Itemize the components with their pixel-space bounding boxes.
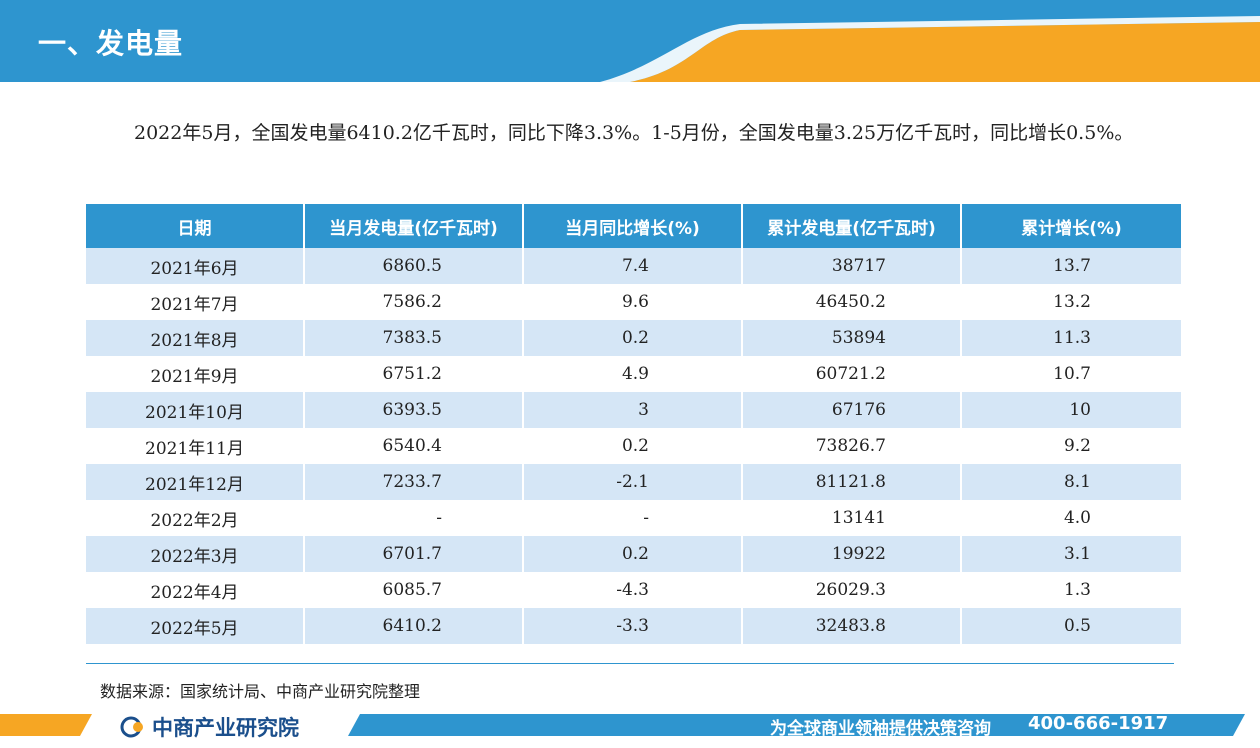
footer-slogan: 为全球商业领袖提供决策咨询 [770,719,991,739]
cell-date: 2021年7月 [86,284,305,320]
table-row: 2021年12月 7233.7 -2.1 81121.8 8.1 [86,464,1181,500]
header-background [0,0,1260,82]
table-row: 2021年6月 6860.5 7.4 38717 13.7 [86,248,1181,284]
logo-text: 中商产业研究院 [152,716,299,740]
page-title: 一、发电量 [38,27,184,60]
cell-monthly-growth: -3.3 [523,608,743,644]
column-header-date: 日期 [86,204,305,248]
cell-date: 2022年4月 [86,572,305,608]
table-row: 2021年7月 7586.2 9.6 46450.2 13.2 [86,284,1181,320]
cell-cumulative-output: 73826.7 [742,428,962,464]
cell-cumulative-growth: 8.1 [961,464,1181,500]
logo-icon [120,716,143,738]
cell-cumulative-output: 26029.3 [742,572,962,608]
cell-cumulative-growth: 13.7 [961,248,1181,284]
cell-monthly-output: 6751.2 [304,356,524,392]
cell-date: 2021年8月 [86,320,305,356]
header-banner: 一、发电量 [0,0,1260,82]
cell-date: 2021年9月 [86,356,305,392]
cell-date: 2021年11月 [86,428,305,464]
cell-cumulative-output: 60721.2 [742,356,962,392]
cell-cumulative-growth: 3.1 [961,536,1181,572]
cell-cumulative-growth: 13.2 [961,284,1181,320]
cell-monthly-output: 6085.7 [304,572,524,608]
table-row: 2022年4月 6085.7 -4.3 26029.3 1.3 [86,572,1181,608]
cell-monthly-output: - [304,500,524,536]
cell-monthly-growth: 0.2 [523,536,743,572]
cell-monthly-growth: -2.1 [523,464,743,500]
cell-cumulative-growth: 10.7 [961,356,1181,392]
cell-cumulative-growth: 4.0 [961,500,1181,536]
table-header-row: 日期 当月发电量(亿千瓦时) 当月同比增长(%) 累计发电量(亿千瓦时) 累计增… [86,204,1181,248]
column-header-monthly-output: 当月发电量(亿千瓦时) [304,204,524,248]
data-source-note: 数据来源：国家统计局、中商产业研究院整理 [100,682,421,701]
cell-cumulative-output: 32483.8 [742,608,962,644]
cell-cumulative-growth: 0.5 [961,608,1181,644]
cell-monthly-growth: 0.2 [523,428,743,464]
cell-date: 2021年12月 [86,464,305,500]
table-row: 2022年2月 - -13141 4.0 [86,500,1181,536]
cell-cumulative-growth: 11.3 [961,320,1181,356]
cell-monthly-growth: 4.9 [523,356,743,392]
intro-paragraph: 2022年5月，全国发电量6410.2亿千瓦时，同比下降3.3%。1-5月份，全… [134,122,1134,144]
cell-monthly-growth: -4.3 [523,572,743,608]
table-body: 2021年6月 6860.5 7.4 38717 13.7 2021年7月 7586.2 9.… [86,248,1181,644]
cell-monthly-growth: 7.4 [523,248,743,284]
power-generation-table: 日期 当月发电量(亿千瓦时) 当月同比增长(%) 累计发电量(亿千瓦时) 累计增… [86,204,1181,644]
column-header-monthly-growth: 当月同比增长(%) [523,204,743,248]
cell-monthly-output: 6540.4 [304,428,524,464]
cell-monthly-growth: - [523,500,743,536]
cell-cumulative-growth: 10 [961,392,1181,428]
cell-date: 2021年6月 [86,248,305,284]
cell-monthly-output: 6701.7 [304,536,524,572]
cell-date: 2022年2月 [86,500,305,536]
cell-monthly-growth: 0.2 [523,320,743,356]
table-row: 2022年5月 6410.2 -3.3 32483.8 0.5 [86,608,1181,644]
cell-cumulative-growth: 1.3 [961,572,1181,608]
company-logo: 中商产业研究院 [120,712,299,742]
footer-background [0,714,1245,736]
footer-bar [0,710,1260,748]
cell-cumulative-output: 53894 [742,320,962,356]
cell-monthly-growth: 3 [523,392,743,428]
divider-line [86,663,1174,664]
table-row: 2021年8月 7383.5 0.2 53894 11.3 [86,320,1181,356]
cell-monthly-output: 6393.5 [304,392,524,428]
cell-monthly-output: 6860.5 [304,248,524,284]
cell-cumulative-output: 19922 [742,536,962,572]
cell-date: 2022年3月 [86,536,305,572]
cell-date: 2022年5月 [86,608,305,644]
cell-cumulative-growth: 9.2 [961,428,1181,464]
cell-monthly-output: 6410.2 [304,608,524,644]
cell-cumulative-output: 38717 [742,248,962,284]
cell-date: 2021年10月 [86,392,305,428]
cell-monthly-output: 7586.2 [304,284,524,320]
table-row: 2021年9月 6751.2 4.9 60721.2 10.7 [86,356,1181,392]
column-header-cumulative-output: 累计发电量(亿千瓦时) [742,204,962,248]
cell-cumulative-output: 13141 [742,500,962,536]
cell-monthly-output: 7383.5 [304,320,524,356]
table-row: 2021年10月 6393.5 3 67176 10 [86,392,1181,428]
cell-monthly-output: 7233.7 [304,464,524,500]
column-header-cumulative-growth: 累计增长(%) [961,204,1181,248]
cell-cumulative-output: 46450.2 [742,284,962,320]
footer-phone: 400-666-1917 [1028,713,1169,734]
cell-monthly-growth: 9.6 [523,284,743,320]
cell-cumulative-output: 67176 [742,392,962,428]
table-row: 2021年11月 6540.4 0.2 73826.7 9.2 [86,428,1181,464]
cell-cumulative-output: 81121.8 [742,464,962,500]
table-row: 2022年3月 6701.7 0.2 19922 3.1 [86,536,1181,572]
